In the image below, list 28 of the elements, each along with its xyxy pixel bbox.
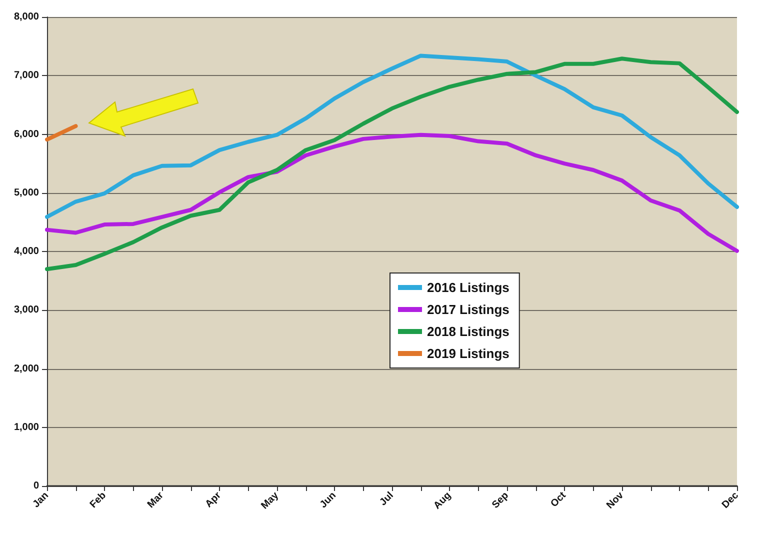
y-tick-label: 6,000	[14, 128, 40, 140]
x-tick-label: May	[259, 490, 282, 512]
x-tick-label: Jan	[30, 490, 51, 510]
x-tick-label: Aug	[432, 490, 454, 512]
x-tick-label: Oct	[548, 490, 569, 510]
x-tick-label: Apr	[203, 490, 224, 510]
y-tick-label: 2,000	[14, 363, 40, 374]
y-tick-label: 5,000	[14, 187, 40, 198]
x-tick-label: Feb	[88, 490, 108, 510]
line-series	[45, 132, 739, 253]
x-tick-label: Nov	[604, 490, 626, 512]
y-tick-label: 7,000	[14, 70, 40, 82]
legend-label: 2019 Listings	[427, 346, 510, 361]
y-tick-label: 4,000	[14, 246, 40, 257]
x-tick-label: Sep	[490, 490, 511, 511]
x-tick-label: Mar	[146, 490, 166, 510]
x-tick-label: Jun	[318, 490, 338, 510]
legend-label: 2017 Listings	[427, 302, 510, 317]
line-series	[45, 56, 739, 272]
x-tick-label: Dec	[720, 490, 742, 511]
legend-label: 2018 Listings	[427, 324, 510, 339]
y-tick-label: 1,000	[14, 422, 40, 433]
legend-label: 2016 Listings	[427, 280, 510, 295]
x-tick-label: Jul	[378, 490, 396, 508]
y-tick-label: 8,000	[14, 12, 40, 22]
y-tick-label: 3,000	[14, 304, 40, 316]
line-series	[45, 54, 739, 219]
y-tick-label: 0	[33, 480, 40, 492]
